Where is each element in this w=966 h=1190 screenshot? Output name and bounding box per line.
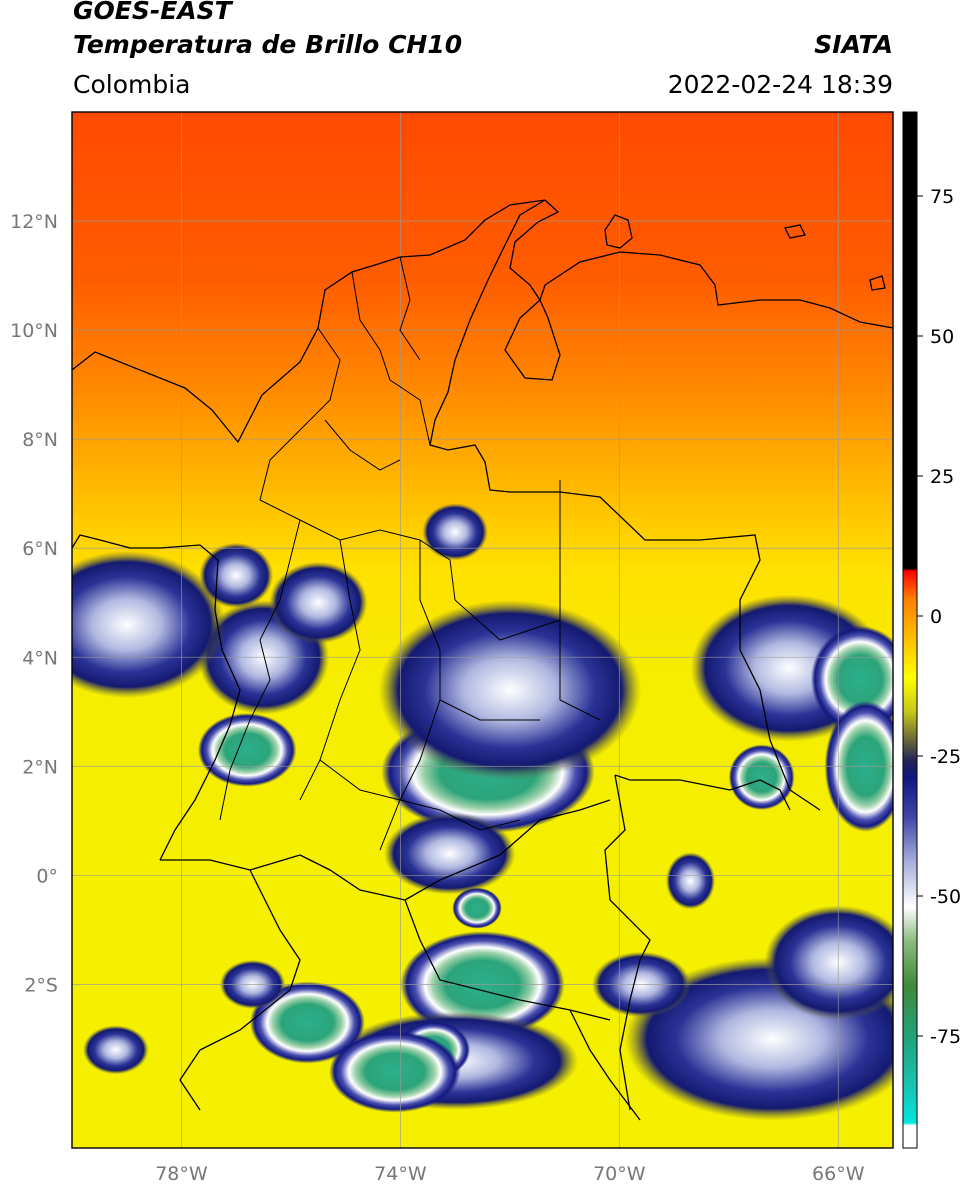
cloud-cell: [665, 852, 716, 910]
latitude-tick-label: 0°: [36, 865, 58, 887]
cloud-cell: [422, 503, 488, 561]
satellite-title: GOES-EAST: [73, 0, 232, 25]
colorbar-frame: [902, 111, 918, 1149]
latitude-tick-label: 10°N: [10, 320, 58, 342]
colorbar-tick-label: 50: [930, 326, 954, 348]
colorbar-tick-label: -25: [930, 746, 961, 768]
coastline-caribbean: [72, 199, 893, 444]
island-margarita: [784, 224, 806, 239]
coastline-pacific: [72, 534, 241, 861]
longitude-tick-label: 70°W: [593, 1163, 646, 1185]
colorbar-tick-label: -50: [930, 886, 961, 908]
latitude-ticks: 12°N 10°N 8°N 6°N 4°N 2°N 0° 2°S: [10, 211, 58, 996]
border-peru-south: [179, 1009, 641, 1121]
cloud-layer: [72, 503, 893, 1121]
longitude-ticks: 78°W 74°W 70°W 66°W: [155, 1163, 864, 1185]
border-colombia-ecuador: [160, 854, 301, 1051]
cloud-cell: [378, 600, 642, 780]
border-colombia-brazil: [604, 774, 791, 1111]
island-trinidad: [869, 275, 886, 291]
cloud-cell: [199, 542, 274, 609]
timestamp-label: 2022-02-24 18:39: [667, 70, 893, 99]
region-label: Colombia: [73, 70, 191, 99]
latitude-tick-label: 8°N: [22, 429, 58, 451]
colorbar-tick-label: 0: [930, 606, 942, 628]
product-title: Temperatura de Brillo CH10: [73, 30, 463, 59]
longitude-tick-label: 78°W: [155, 1163, 208, 1185]
cloud-cell: [82, 1025, 149, 1075]
border-colombia-venezuela: [429, 199, 821, 811]
cloud-cell: [249, 981, 365, 1064]
brand-label: SIATA: [814, 30, 893, 59]
latitude-tick-label: 12°N: [10, 211, 58, 233]
colorbar-ticks: 75 50 25 0 -25 -50 -75: [917, 186, 961, 1048]
cloud-cell: [383, 812, 516, 895]
borders: [72, 199, 893, 1121]
cloud-cell: [452, 887, 502, 929]
colorbar: [903, 112, 917, 1148]
colorbar-tick-label: 75: [930, 186, 954, 208]
latitude-tick-label: 2°S: [24, 974, 58, 996]
colorbar-tick-label: -75: [930, 1026, 961, 1048]
border-colombia-peru: [299, 799, 611, 1021]
cloud-cell: [269, 561, 368, 644]
longitude-tick-label: 66°W: [812, 1163, 865, 1185]
cloud-cell: [197, 713, 297, 787]
cloud-cell: [764, 905, 893, 1020]
map-frame: [71, 111, 894, 1149]
latitude-tick-label: 4°N: [22, 647, 58, 669]
latitude-tick-label: 2°N: [22, 756, 58, 778]
admin-boundaries: [219, 256, 601, 851]
longitude-tick-label: 74°W: [374, 1163, 427, 1185]
graticule: [72, 112, 893, 1148]
latitude-tick-label: 6°N: [22, 538, 58, 560]
cloud-cell: [72, 550, 226, 699]
island-curacao: [604, 214, 633, 249]
cloud-cell: [329, 1030, 461, 1113]
colorbar-tick-label: 25: [930, 466, 954, 488]
